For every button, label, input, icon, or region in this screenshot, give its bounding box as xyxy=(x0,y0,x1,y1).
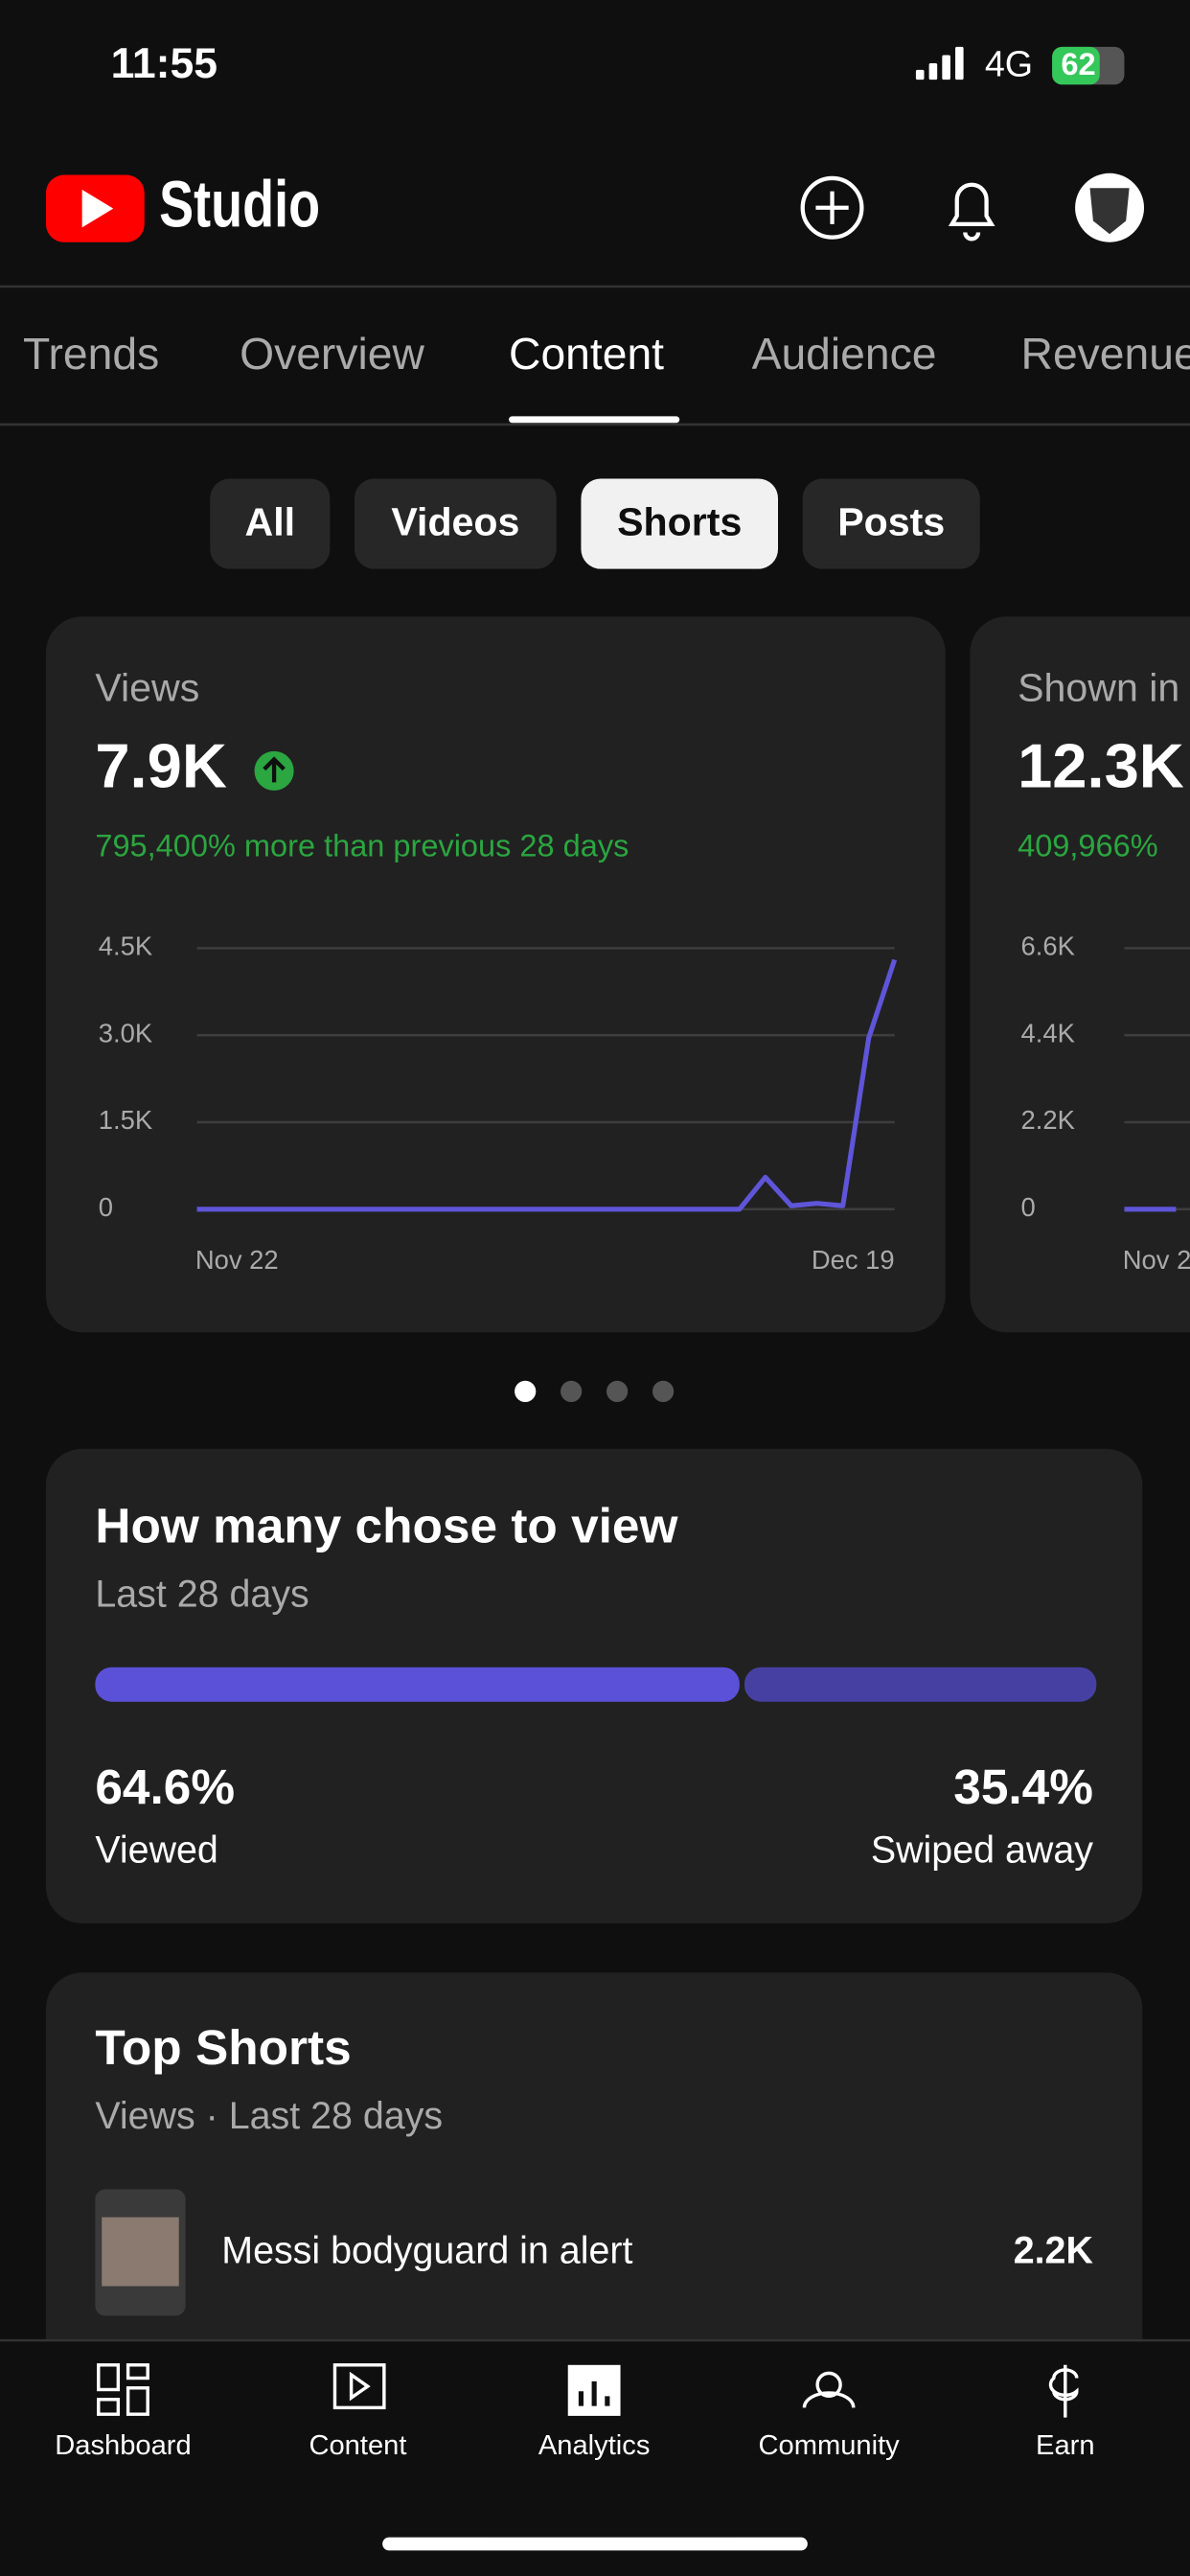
battery-level xyxy=(1052,46,1100,85)
network: 4G xyxy=(985,43,1033,83)
card-title: Shown in xyxy=(1018,665,1179,709)
notifications-button[interactable] xyxy=(948,182,995,242)
filter-label[interactable]: Shorts xyxy=(617,499,742,543)
tab[interactable]: Revenue xyxy=(1021,329,1190,379)
card-value: 12.3K xyxy=(1018,731,1184,801)
card-subtitle: Last 28 days xyxy=(95,1573,309,1615)
card-change: 409,966% xyxy=(1018,828,1158,862)
short-views: 2.2K xyxy=(1014,2230,1094,2272)
thumbnail-image xyxy=(102,2217,179,2287)
y-tick-label: 0 xyxy=(99,1192,113,1222)
card-title: Views xyxy=(95,665,199,709)
y-tick-label: 4.5K xyxy=(99,932,152,961)
x-tick-label: Nov 22 xyxy=(1123,1245,1190,1275)
x-tick-label: Nov 22 xyxy=(195,1245,279,1275)
card-title: Top Shorts xyxy=(95,2019,351,2075)
filter-label[interactable]: All xyxy=(245,499,296,543)
y-tick-label: 3.0K xyxy=(99,1018,152,1047)
y-tick-label: 2.2K xyxy=(1021,1105,1075,1135)
card-value: 7.9K xyxy=(95,731,226,801)
tab[interactable]: Audience xyxy=(752,329,937,379)
battery-text: 62 xyxy=(1061,47,1095,81)
views-card[interactable] xyxy=(45,616,946,1333)
up-arrow xyxy=(263,756,286,783)
shown-card[interactable] xyxy=(970,616,1190,1333)
home-indicator xyxy=(382,2537,808,2551)
legend-label: Swiped away xyxy=(871,1829,1093,1872)
nav-label[interactable]: Dashboard xyxy=(55,2430,191,2461)
short-title[interactable]: Messi bodyguard in alert xyxy=(221,2230,632,2272)
filter-label[interactable]: Videos xyxy=(391,499,519,543)
card-title: How many chose to view xyxy=(95,1497,678,1552)
brand: Studio xyxy=(159,168,320,242)
nav-icons xyxy=(97,2363,1079,2418)
avatar[interactable] xyxy=(1075,172,1145,242)
tab[interactable]: Overview xyxy=(240,329,424,379)
time: 11:55 xyxy=(111,40,217,87)
filter-chip[interactable] xyxy=(210,478,331,569)
top-shorts-card xyxy=(45,1972,1143,2416)
create-button[interactable] xyxy=(800,175,864,240)
tab-underline xyxy=(509,416,680,424)
tab[interactable]: Trends xyxy=(23,329,159,379)
nav-label[interactable]: Earn xyxy=(1036,2430,1095,2461)
tab[interactable]: Content xyxy=(509,329,664,379)
y-tick-label: 4.4K xyxy=(1021,1018,1075,1047)
logo-play xyxy=(81,189,114,228)
y-tick-label: 6.6K xyxy=(1021,932,1075,961)
bar-segment xyxy=(744,1667,1097,1702)
line-series xyxy=(196,958,898,1212)
filter-chip[interactable] xyxy=(355,478,557,569)
nav-label[interactable]: Analytics xyxy=(538,2430,650,2461)
card-change: 795,400% more than previous 28 days xyxy=(95,828,629,862)
nav-label[interactable]: Content xyxy=(309,2430,406,2461)
page-dots xyxy=(515,1380,675,1403)
nav-label[interactable]: Community xyxy=(759,2430,901,2461)
percent-label: 35.4% xyxy=(953,1759,1093,1814)
filter-label[interactable]: Posts xyxy=(837,499,945,543)
legend-label: Viewed xyxy=(95,1829,217,1872)
card-subtitle: Views · Last 28 days xyxy=(95,2095,443,2137)
y-tick-label: 1.5K xyxy=(99,1105,152,1135)
signal xyxy=(915,46,964,80)
x-tick-label: Dec 19 xyxy=(812,1245,895,1275)
filter-chip[interactable] xyxy=(581,478,779,569)
filter-chip[interactable] xyxy=(802,478,980,569)
bar-segment xyxy=(95,1667,740,1702)
percent-label: 64.6% xyxy=(95,1759,235,1814)
y-tick-label: 0 xyxy=(1021,1192,1036,1222)
